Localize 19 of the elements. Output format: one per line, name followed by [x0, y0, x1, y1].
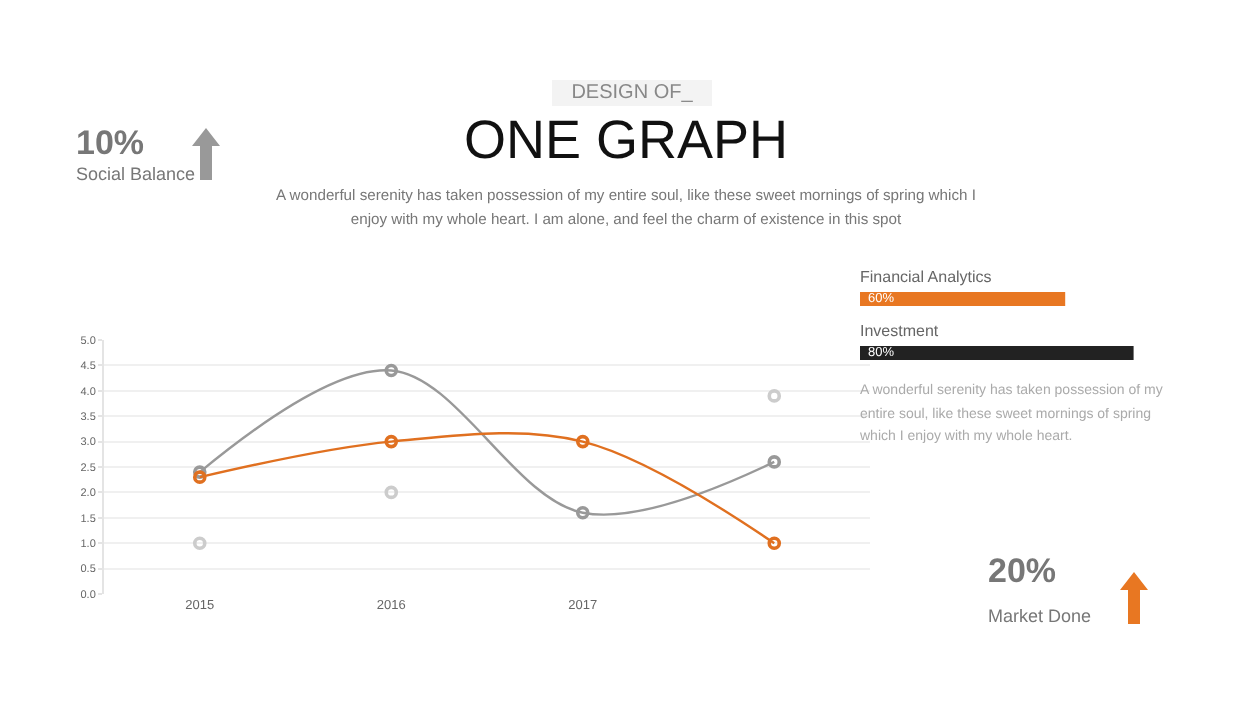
point — [192, 536, 207, 550]
text: 10% — [76, 124, 145, 164]
text: Market Done — [988, 606, 1092, 626]
text: 20% — [988, 552, 1057, 592]
point — [192, 470, 207, 484]
text: DESIGN OF_ — [552, 80, 712, 106]
category-label: Investment — [860, 322, 939, 340]
point — [384, 434, 399, 449]
point — [767, 536, 782, 550]
point — [575, 434, 590, 449]
point — [384, 485, 399, 500]
point — [384, 363, 399, 378]
point — [575, 505, 590, 520]
category-label: Financial Analytics — [860, 268, 992, 286]
point — [192, 465, 207, 479]
point — [767, 455, 782, 469]
text: Social Balance — [76, 164, 196, 184]
point — [767, 389, 782, 403]
chart-title: ONE GRAPH — [463, 110, 789, 170]
